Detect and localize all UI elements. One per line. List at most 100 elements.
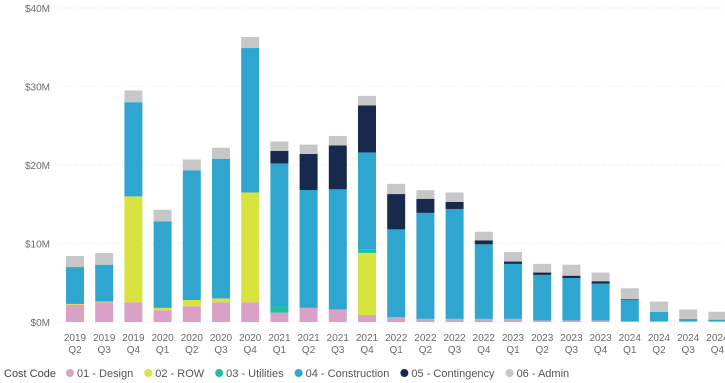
bar-segment xyxy=(212,298,230,303)
bar-segment xyxy=(328,309,347,322)
y-axis-ticks: $0M $10M $20M $30M $40M xyxy=(25,4,50,329)
y-tick-label: $0M xyxy=(31,318,50,329)
legend-swatch xyxy=(400,369,409,377)
x-tick-year: 2024 xyxy=(706,333,725,344)
x-tick-year: 2021 xyxy=(268,333,291,344)
x-tick-quarter: Q4 xyxy=(244,345,258,356)
bar-segment xyxy=(445,201,464,209)
x-tick-year: 2024 xyxy=(619,333,642,344)
bar-segment xyxy=(328,135,347,146)
x-tick-year: 2022 xyxy=(473,333,496,344)
bar-segment xyxy=(328,145,347,190)
x-tick-year: 2024 xyxy=(677,333,700,344)
bar-segment xyxy=(474,244,493,319)
bar-segment xyxy=(182,159,201,171)
x-tick-year: 2023 xyxy=(531,333,554,344)
bar-segment xyxy=(562,264,581,276)
bar-segment xyxy=(153,307,172,311)
bar-segment xyxy=(182,306,201,322)
x-tick-quarter: Q3 xyxy=(448,345,462,356)
bar-segment xyxy=(270,312,289,322)
x-tick-year: 2021 xyxy=(327,333,350,344)
bar-segment xyxy=(124,102,143,197)
legend-title: Cost Code xyxy=(4,368,56,380)
bar-segment xyxy=(620,299,639,301)
bar-segment xyxy=(708,311,725,320)
bar-segment xyxy=(416,318,435,322)
x-tick-year: 2021 xyxy=(356,333,379,344)
bar-segment xyxy=(358,105,376,153)
bar-segment xyxy=(533,263,552,273)
x-tick-quarter: Q2 xyxy=(652,345,666,356)
x-tick-quarter: Q1 xyxy=(156,345,170,356)
bar-segment xyxy=(182,300,201,307)
x-tick-quarter: Q1 xyxy=(623,345,637,356)
x-tick-year: 2019 xyxy=(64,333,87,344)
bar-segment xyxy=(591,320,610,322)
bar-segment xyxy=(533,320,552,322)
x-tick-quarter: Q2 xyxy=(68,345,82,356)
bar-segment xyxy=(299,144,318,155)
legend-item-label: 01 - Design xyxy=(77,368,133,380)
legend-item-label: 04 - Construction xyxy=(306,368,390,380)
x-tick-quarter: Q1 xyxy=(390,345,404,356)
x-tick-year: 2022 xyxy=(443,333,466,344)
x-tick-quarter: Q3 xyxy=(331,345,345,356)
bar-segment xyxy=(358,249,376,253)
x-tick-quarter: Q3 xyxy=(98,345,112,356)
bar-segment xyxy=(416,198,435,213)
legend-swatch xyxy=(215,369,224,377)
bar-segment xyxy=(66,303,84,305)
bar-segment xyxy=(562,320,581,322)
bar-segment xyxy=(299,190,318,308)
bar-segment xyxy=(591,283,610,321)
y-tick-label: $10M xyxy=(25,240,50,251)
x-tick-year: 2021 xyxy=(297,333,320,344)
bar-segment xyxy=(620,300,639,322)
bar-segment xyxy=(416,212,435,319)
bar-segment xyxy=(153,209,172,222)
legend-swatch xyxy=(294,369,303,377)
x-tick-quarter: Q2 xyxy=(302,345,316,356)
bar-segment xyxy=(212,302,230,322)
bar-segment xyxy=(358,95,376,106)
bar-segment xyxy=(416,190,435,199)
bar-segment xyxy=(474,231,493,241)
x-tick-year: 2020 xyxy=(151,333,174,344)
x-tick-year: 2023 xyxy=(589,333,612,344)
legend: Cost Code 01 - Design 02 - ROW 03 - Utilit… xyxy=(4,368,569,380)
x-tick-quarter: Q3 xyxy=(565,345,579,356)
bar-segment xyxy=(533,272,552,275)
bar-segment xyxy=(650,321,668,322)
bar-segment xyxy=(153,310,172,322)
bar-segment xyxy=(124,90,143,103)
bar-segment xyxy=(358,252,376,315)
x-tick-year: 2023 xyxy=(560,333,583,344)
bar-segment xyxy=(533,274,552,321)
bar-segment xyxy=(270,305,289,313)
bar-segment xyxy=(562,275,581,279)
x-tick-year: 2020 xyxy=(210,333,233,344)
bar-segment xyxy=(474,240,493,245)
bar-segment xyxy=(241,37,260,49)
x-tick-year: 2020 xyxy=(239,333,262,344)
x-tick-quarter: Q3 xyxy=(682,345,696,356)
legend-item-label: 06 - Admin xyxy=(517,368,570,380)
legend-swatch xyxy=(65,369,74,377)
x-tick-year: 2022 xyxy=(414,333,437,344)
x-tick-year: 2019 xyxy=(93,333,116,344)
bar-segment xyxy=(95,264,114,302)
x-tick-quarter: Q1 xyxy=(273,345,287,356)
x-tick-quarter: Q2 xyxy=(536,345,550,356)
bar-segment xyxy=(358,314,376,322)
bar-segment xyxy=(241,192,260,303)
y-tick-label: $30M xyxy=(25,83,50,94)
legend-item-label: 05 - Contingency xyxy=(411,368,495,380)
x-tick-year: 2022 xyxy=(385,333,408,344)
bar-segment xyxy=(328,189,347,310)
x-tick-year: 2024 xyxy=(648,333,671,344)
x-tick-quarter: Q4 xyxy=(360,345,374,356)
y-tick-label: $40M xyxy=(25,4,50,15)
bar-segment xyxy=(650,301,668,312)
x-tick-quarter: Q4 xyxy=(127,345,141,356)
